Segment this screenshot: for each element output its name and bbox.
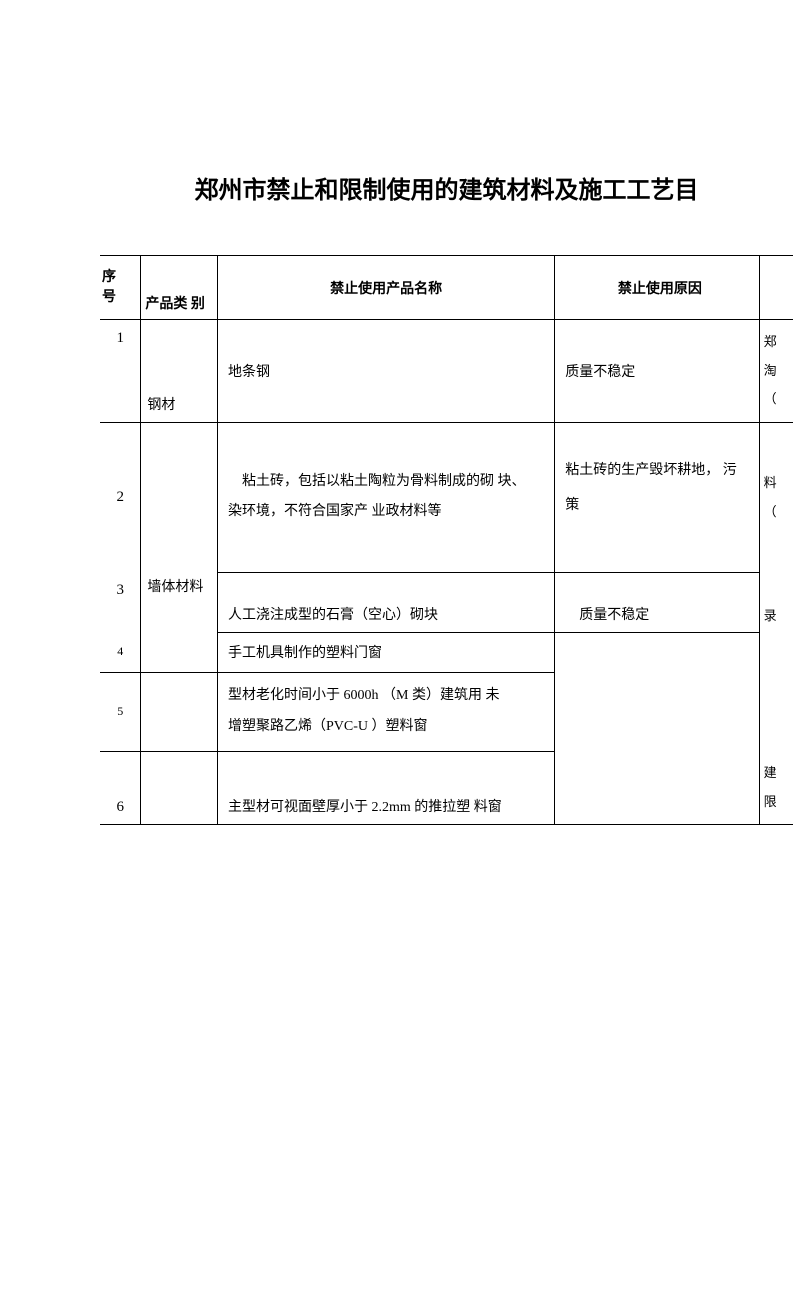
cell-extra: 料 （ [759, 422, 793, 572]
cell-category: 墙体材料 [141, 572, 218, 632]
cell-name: 手工机具制作的塑料门窗 [218, 632, 555, 672]
cell-reason: 粘土砖的生产毁坏耕地， 污 策 [555, 422, 759, 572]
extra-text: 建 [764, 765, 777, 780]
name-line: 染环境，不符合国家产 业政材料等 [228, 497, 544, 528]
cell-extra [759, 632, 793, 672]
extra-text: 淘 [764, 363, 777, 378]
page-title: 郑州市禁止和限制使用的建筑材料及施工工艺目 [0, 170, 793, 205]
table-row: 4 手工机具制作的塑料门窗 [100, 632, 793, 672]
seq-3: 3 [116, 582, 124, 598]
cell-extra [759, 672, 793, 751]
cell-category [141, 632, 218, 672]
extra-text: 限 [764, 794, 777, 809]
extra-text: 料 [764, 475, 777, 490]
extra-text: （ [764, 504, 777, 519]
cat-3: 墙体材料 [147, 580, 203, 595]
materials-table: 序 号 产品类 别 禁止使用产品名称 禁止使用原因 1 钢材 地条钢 质量不稳定… [100, 255, 793, 825]
table-row: 3 墙体材料 人工浇注成型的石膏（空心）砌块 质量不稳定 录 [100, 572, 793, 632]
cell-reason: 质量不稳定 [555, 320, 759, 423]
seq-2: 2 [116, 489, 124, 505]
cell-extra: 郑 淘 （ [759, 320, 793, 423]
header-extra [759, 256, 793, 320]
cell-name: 型材老化时间小于 6000h （M 类）建筑用 未 增塑聚路乙烯（PVC-U ）… [218, 672, 555, 751]
cell-extra: 建 限 [759, 751, 793, 825]
cell-seq: 4 [100, 632, 141, 672]
cell-category [141, 672, 218, 751]
cell-seq: 2 [100, 422, 141, 572]
reason-line: 策 [565, 488, 752, 523]
cell-name: 粘土砖，包括以粘土陶粒为骨料制成的砌 块、 染环境，不符合国家产 业政材料等 [218, 422, 555, 572]
extra-text: （ [764, 391, 777, 406]
name-line: 型材老化时间小于 6000h （M 类）建筑用 未 [228, 681, 544, 712]
extra-text: 录 [764, 608, 777, 623]
materials-table-container: 序 号 产品类 别 禁止使用产品名称 禁止使用原因 1 钢材 地条钢 质量不稳定… [100, 255, 793, 825]
header-seq-l2: 号 [102, 290, 116, 305]
seq-5: 5 [117, 704, 123, 718]
cell-seq: 1 [100, 320, 141, 423]
cell-name: 地条钢 [218, 320, 555, 423]
cat-1: 钢材 [147, 398, 175, 413]
table-row: 2 粘土砖，包括以粘土陶粒为骨料制成的砌 块、 染环境，不符合国家产 业政材料等… [100, 422, 793, 572]
cell-name: 主型材可视面壁厚小于 2.2mm 的推拉塑 料窗 [218, 751, 555, 825]
table-row: 6 主型材可视面壁厚小于 2.2mm 的推拉塑 料窗 建 限 [100, 751, 793, 825]
seq-4: 4 [117, 644, 123, 658]
header-reason: 禁止使用原因 [555, 256, 759, 320]
header-seq-l1: 序 [102, 270, 116, 285]
cell-category: 钢材 [141, 320, 218, 423]
cell-name: 人工浇注成型的石膏（空心）砌块 [218, 572, 555, 632]
cell-reason: 质量不稳定 [555, 572, 759, 632]
header-product-name: 禁止使用产品名称 [218, 256, 555, 320]
cell-seq: 3 [100, 572, 141, 632]
header-seq: 序 号 [100, 256, 141, 320]
cell-extra: 录 [759, 572, 793, 632]
extra-text: 郑 [764, 334, 777, 349]
seq-6: 6 [116, 799, 124, 815]
table-header-row: 序 号 产品类 别 禁止使用产品名称 禁止使用原因 [100, 256, 793, 320]
name-line: 增塑聚路乙烯（PVC-U ）塑料窗 [228, 712, 544, 743]
cell-seq: 6 [100, 751, 141, 825]
cell-reason [555, 632, 759, 672]
cell-seq: 5 [100, 672, 141, 751]
seq-1: 1 [116, 330, 124, 346]
table-row: 5 型材老化时间小于 6000h （M 类）建筑用 未 增塑聚路乙烯（PVC-U… [100, 672, 793, 751]
cell-category [141, 751, 218, 825]
cell-category [141, 422, 218, 572]
cell-reason [555, 751, 759, 825]
name-line: 粘土砖，包括以粘土陶粒为骨料制成的砌 块、 [228, 467, 544, 498]
cell-reason [555, 672, 759, 751]
header-category: 产品类 别 [141, 256, 218, 320]
reason-line: 粘土砖的生产毁坏耕地， 污 [565, 453, 752, 488]
table-row: 1 钢材 地条钢 质量不稳定 郑 淘 （ [100, 320, 793, 423]
